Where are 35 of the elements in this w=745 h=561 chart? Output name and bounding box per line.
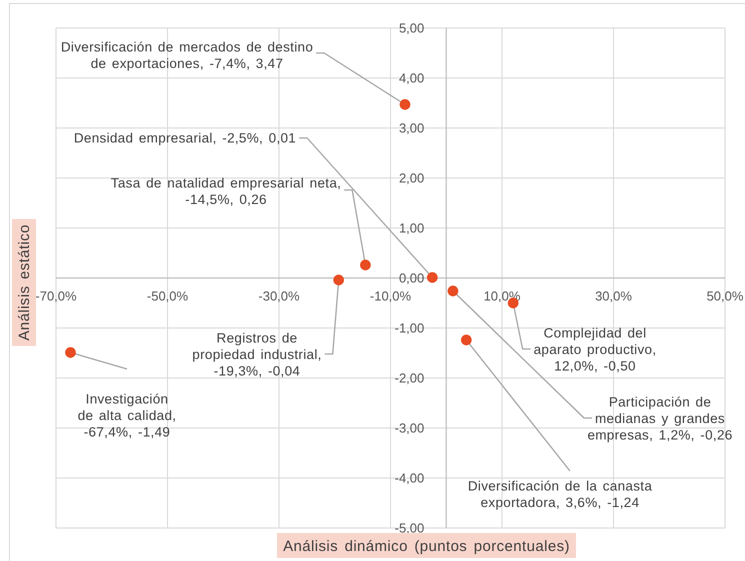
x-tick-label: -30,0% (258, 288, 300, 304)
x-tick-label: -70,0% (35, 288, 78, 304)
y-tick-label: -4,00 (394, 470, 424, 486)
y-tick-label: 2,00 (398, 170, 424, 186)
point (360, 260, 371, 270)
y-tick-label: -1,00 (394, 320, 424, 336)
y-tick-label: 0,00 (398, 270, 424, 286)
y-tick-label: 5,00 (398, 20, 424, 36)
y-tick-label: -2,00 (394, 370, 424, 386)
y-tick-label: -5,00 (394, 520, 424, 536)
data-label: Registros de propiedad industrial, -19,3%, -0,04 (192, 330, 322, 378)
x-tick-label: -50,0% (146, 288, 189, 304)
x-tick-label: -10,0% (370, 288, 412, 304)
y-tick-label: 3,00 (398, 120, 424, 136)
point (333, 274, 344, 286)
point (426, 272, 438, 283)
y-tick-label: 4,00 (398, 70, 424, 86)
point (400, 99, 410, 110)
y-tick-label: 1,00 (398, 220, 424, 236)
data-label: Tasa de natalidad empresarial neta, -14,5%, 0,26 (110, 176, 342, 207)
data-label: Complejidad del aparato productivo, 12,0%, -0,50 (534, 326, 656, 374)
x-tick-label: 30,0% (595, 288, 632, 304)
data-label: Densidad empresarial, -2,5%, 0,01 (74, 130, 296, 146)
x-axis-title: Análisis dinámico (puntos porcentuales) (283, 538, 570, 555)
y-axis-title: Análisis estático (16, 224, 33, 341)
point (448, 286, 458, 296)
point (460, 334, 472, 346)
data-label: Participación de medianas y grandes empresas, 1,2%, -0,26 (587, 394, 733, 442)
data-label: Diversificación de mercados de destino de exportaciones, -7,4%, 3,47 (60, 40, 314, 71)
data-label: Investigación de alta calidad, -67,4%, -1,49 (78, 392, 176, 440)
point (65, 347, 76, 358)
x-tick-label: 50,0% (706, 288, 744, 304)
data-label: Diversificación de la canasta exportadora, 3,6%, -1,24 (468, 478, 652, 510)
x-tick-label: 10,0% (484, 288, 521, 304)
y-tick-label: -3,00 (394, 420, 424, 436)
